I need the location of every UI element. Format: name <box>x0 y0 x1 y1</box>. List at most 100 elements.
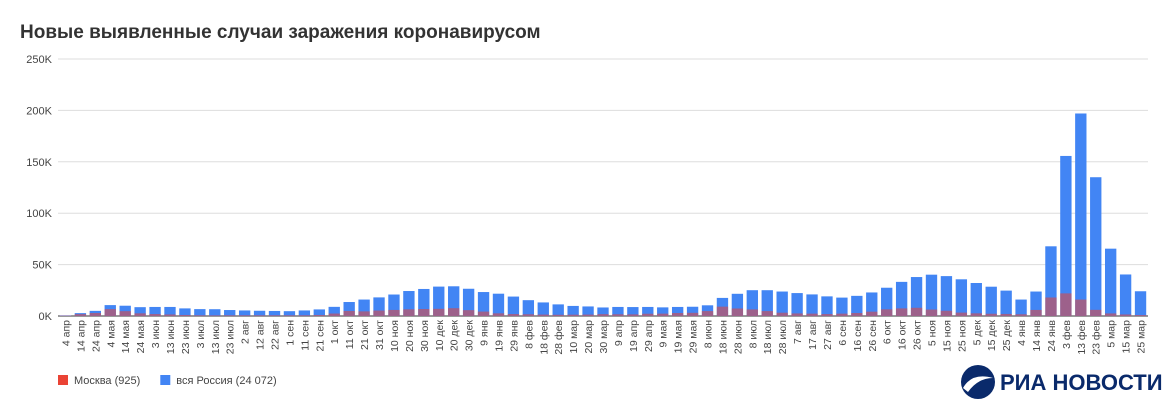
bar <box>119 311 131 316</box>
x-tick-label: 5 ноя <box>926 320 938 346</box>
bar <box>910 307 923 316</box>
bar <box>806 313 818 316</box>
x-tick-label: 11 окт <box>344 320 356 349</box>
x-tick-label: 3 июл <box>195 320 207 348</box>
y-tick-label: 200K <box>26 105 52 117</box>
bar <box>194 309 206 316</box>
x-tick-label: 24 апр <box>90 320 102 352</box>
bar <box>209 309 221 316</box>
bar <box>1104 313 1117 316</box>
bar <box>1000 313 1012 316</box>
bar <box>1030 309 1042 316</box>
x-tick-label: 26 окт <box>912 320 924 350</box>
bar <box>179 308 191 316</box>
x-tick-label: 15 мар <box>1121 320 1133 354</box>
bar <box>418 309 430 316</box>
bar <box>507 296 520 316</box>
x-tick-label: 17 авг <box>807 320 819 350</box>
bar <box>791 293 803 316</box>
bar <box>701 311 714 316</box>
x-tick-label: 9 янв <box>479 320 491 346</box>
x-tick-label: 22 авг <box>270 320 282 350</box>
bar <box>851 295 863 316</box>
x-tick-label: 19 янв <box>493 320 505 352</box>
x-tick-label: 11 сен <box>299 320 311 351</box>
x-tick-label: 29 янв <box>508 320 520 352</box>
x-tick-label: 15 ноя <box>941 320 953 352</box>
bar <box>910 277 923 316</box>
bar <box>1090 309 1102 316</box>
bar <box>612 314 624 316</box>
x-tick-label: 5 мар <box>1106 320 1118 348</box>
bar <box>149 306 161 316</box>
bar <box>582 314 594 316</box>
x-tick-label: 14 янв <box>1031 320 1043 352</box>
bar <box>1000 290 1012 316</box>
x-tick-label: 4 янв <box>1016 320 1028 346</box>
bar <box>642 313 654 316</box>
x-tick-label: 23 фев <box>1091 320 1103 355</box>
bar <box>1134 315 1147 316</box>
x-tick-label: 13 фев <box>1076 320 1088 355</box>
bar <box>343 302 355 316</box>
bar <box>358 311 370 316</box>
x-tick-label: 29 апр <box>643 320 655 352</box>
x-tick-label: 10 дек <box>434 320 446 352</box>
legend-swatch <box>58 375 68 385</box>
bar <box>388 294 400 316</box>
bar <box>567 305 579 316</box>
bar <box>881 309 893 316</box>
x-tick-label: 18 июл <box>762 320 774 354</box>
x-tick-label: 13 июл <box>210 320 222 354</box>
y-tick-label: 0K <box>39 311 53 323</box>
x-tick-label: 12 авг <box>255 320 267 350</box>
bar <box>477 311 490 316</box>
x-tick-label: 20 дек <box>449 320 461 352</box>
bar <box>462 310 475 316</box>
bar <box>1015 314 1027 316</box>
x-tick-label: 23 июн <box>180 320 192 354</box>
bar <box>448 286 460 316</box>
bar <box>418 288 430 316</box>
x-tick-label: 4 мая <box>105 320 117 348</box>
x-tick-label: 28 июл <box>777 320 789 354</box>
bar <box>328 313 340 316</box>
bar <box>134 313 146 316</box>
bar <box>746 309 758 316</box>
x-tick-label: 9 мая <box>658 320 670 348</box>
x-tick-label: 21 сен <box>314 320 326 352</box>
bar <box>567 314 579 316</box>
legend-label: вся Россия (24 072) <box>176 375 276 387</box>
x-tick-label: 24 янв <box>1046 320 1058 352</box>
bar <box>179 314 191 316</box>
bar <box>89 313 102 316</box>
bar <box>433 308 445 316</box>
bar <box>1075 299 1087 316</box>
x-tick-label: 25 мар <box>1136 320 1148 354</box>
bar <box>836 313 848 316</box>
x-tick-label: 3 фев <box>1061 320 1073 349</box>
bar <box>1045 246 1057 316</box>
x-tick-label: 14 апр <box>75 320 87 352</box>
x-tick-label: 7 авг <box>792 320 804 344</box>
bar <box>761 290 773 316</box>
x-tick-label: 4 апр <box>60 320 72 346</box>
x-tick-label: 23 июл <box>225 320 237 354</box>
x-tick-label: 2 авг <box>240 320 252 344</box>
x-tick-label: 30 дек <box>464 320 476 352</box>
bar <box>1104 248 1117 316</box>
bar <box>731 308 744 316</box>
bar <box>970 283 982 316</box>
bar <box>268 310 281 316</box>
bar <box>134 307 146 316</box>
bar <box>881 287 893 316</box>
bar <box>851 313 863 316</box>
bar <box>298 310 311 316</box>
bar <box>388 309 400 316</box>
x-tick-label: 1 сен <box>284 320 296 346</box>
x-tick-label: 18 фев <box>538 320 550 355</box>
bar <box>537 314 549 316</box>
x-tick-label: 28 июн <box>732 320 744 354</box>
bar <box>686 312 699 316</box>
